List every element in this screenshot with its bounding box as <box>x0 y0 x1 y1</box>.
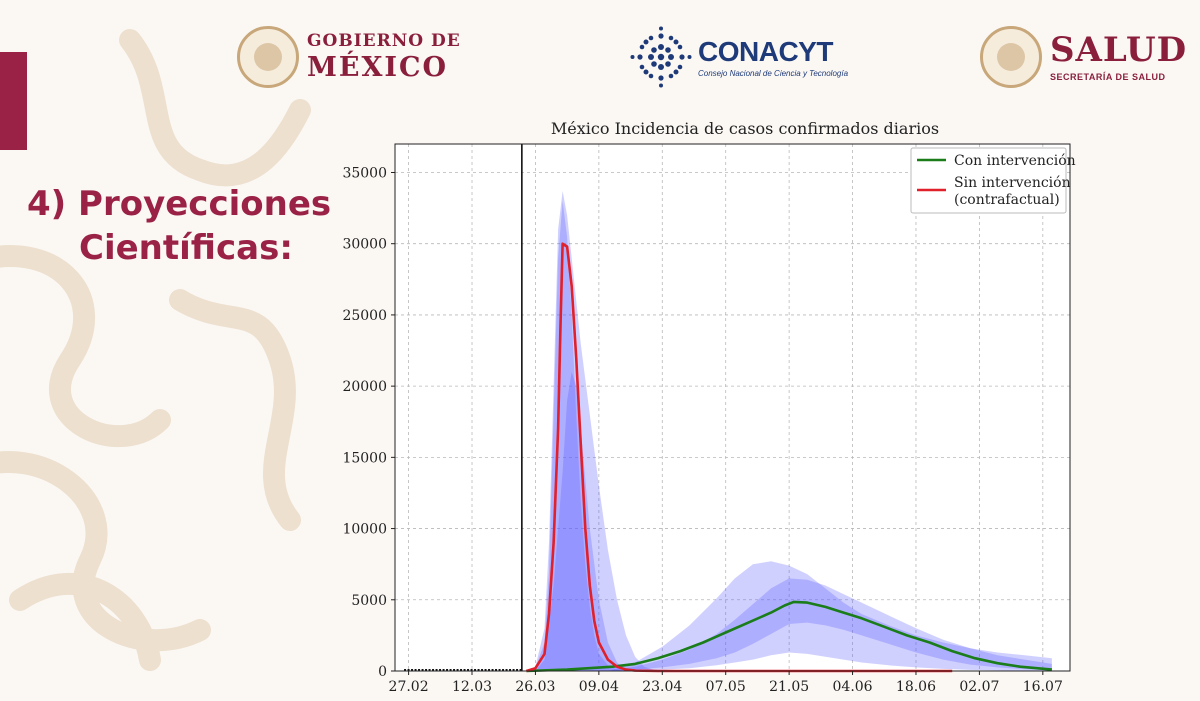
axes-frame <box>394 143 1071 672</box>
legend-label-sin-line2: (contrafactual) <box>954 192 1060 208</box>
x-tick-label: 04.06 <box>833 679 873 695</box>
conacyt-logo: CONACYT Consejo Nacional de Ciencia y Te… <box>630 22 848 92</box>
series-line-con-intervencion <box>526 600 1053 673</box>
x-tick-label: 02.07 <box>959 679 999 695</box>
x-tick-label: 21.05 <box>769 679 809 695</box>
conacyt-name: CONACYT <box>698 36 833 67</box>
salud-logo-line2: SECRETARÍA DE SALUD <box>1050 71 1166 82</box>
salud-logo-line1: SALUD <box>1050 29 1188 70</box>
y-tick-label: 5000 <box>351 593 387 609</box>
legend-label-con: Con intervención <box>954 153 1076 169</box>
salud-seal-icon <box>980 26 1042 88</box>
legend-label-sin-line1: Sin intervención <box>954 175 1071 191</box>
y-tick-label: 10000 <box>342 522 387 538</box>
conacyt-dots-icon <box>630 26 692 88</box>
x-tick-label: 07.05 <box>706 679 746 695</box>
chart-title: México Incidencia de casos confirmados d… <box>551 119 939 138</box>
y-tick-label: 20000 <box>342 379 387 395</box>
incidence-chart: México Incidencia de casos confirmados d… <box>342 119 1076 695</box>
gob-logo-line1: GOBIERNO DE <box>307 31 461 51</box>
confidence-band <box>535 371 626 671</box>
y-tick-label: 15000 <box>342 450 387 466</box>
x-tick-label: 23.04 <box>642 679 682 695</box>
chart-grid <box>395 144 1070 672</box>
chart-axes: 0 5000 10000 15000 20000 25000 30000 35000 27.02… <box>342 143 1071 695</box>
slide-title-line1: 4) Proyecciones <box>27 184 332 224</box>
y-tick-label: 0 <box>378 664 387 680</box>
y-tick-label: 35000 <box>342 165 387 181</box>
slide-title: 4) Proyecciones Científicas: <box>27 182 331 270</box>
chart-legend: Con intervención Sin intervención (contr… <box>910 147 1076 214</box>
x-tick-label: 09.04 <box>579 679 619 695</box>
x-tick-label: 27.02 <box>389 679 429 695</box>
gobierno-mexico-logo: GOBIERNO DE MÉXICO <box>237 22 461 92</box>
slide-title-line2: Científicas: <box>79 228 293 268</box>
national-seal-icon <box>237 26 299 88</box>
x-tick-label: 16.07 <box>1023 679 1063 695</box>
gob-logo-line2: MÉXICO <box>307 52 449 83</box>
x-tick-label: 26.03 <box>515 679 555 695</box>
x-tick-label: 18.06 <box>896 679 936 695</box>
confidence-band <box>526 191 658 671</box>
accent-bar <box>0 52 27 150</box>
chart-container: México Incidencia de casos confirmados d… <box>320 108 1200 696</box>
salud-logo: SALUD SECRETARÍA DE SALUD <box>980 22 1187 92</box>
plot-area <box>395 144 1070 671</box>
y-tick-label: 30000 <box>342 237 387 253</box>
legend-box <box>910 147 1067 214</box>
conacyt-subtitle: Consejo Nacional de Ciencia y Tecnología <box>698 69 849 78</box>
confidence-band <box>607 561 1052 671</box>
x-tick-label: 12.03 <box>452 679 492 695</box>
y-tick-label: 25000 <box>342 308 387 324</box>
